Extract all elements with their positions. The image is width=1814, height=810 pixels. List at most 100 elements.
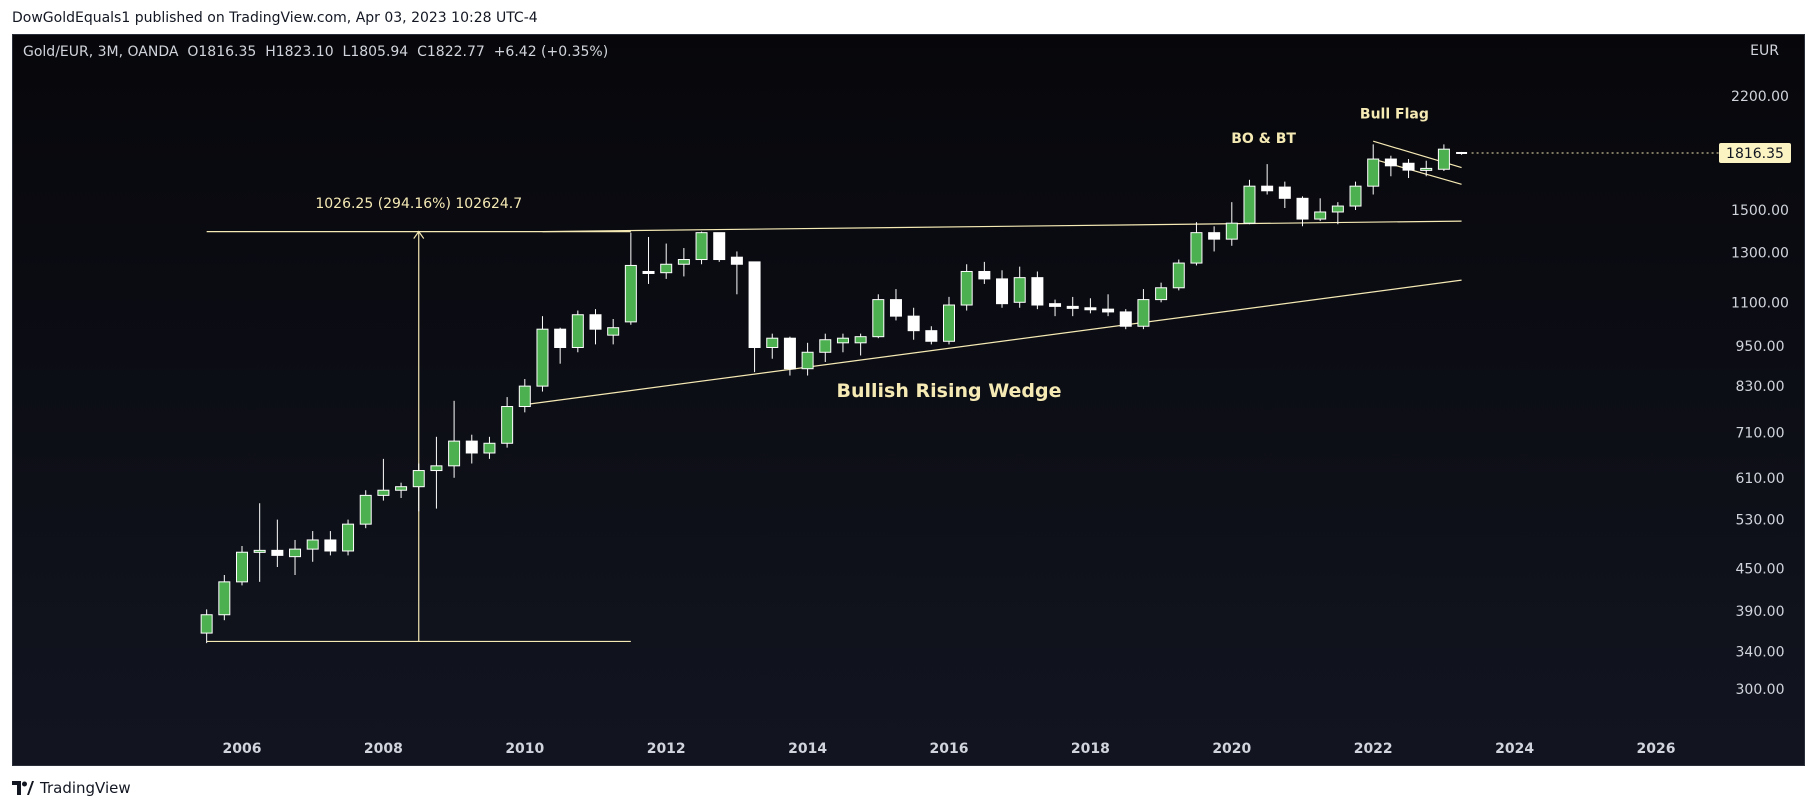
price-tag-box xyxy=(1719,143,1791,164)
candle xyxy=(1155,282,1168,303)
candle-body xyxy=(1137,299,1150,327)
candle xyxy=(907,307,920,340)
candle-body xyxy=(1155,287,1168,301)
candle xyxy=(1031,271,1044,310)
candle xyxy=(200,609,213,644)
candle-body xyxy=(713,232,726,261)
candle xyxy=(996,270,1009,308)
candle xyxy=(748,261,761,373)
candle xyxy=(1367,144,1380,195)
candle-body xyxy=(465,440,478,454)
y-tick-label: 300.00 xyxy=(1736,682,1785,698)
symbol-name: Gold/EUR, 3M, OANDA xyxy=(23,44,179,60)
candle-body xyxy=(289,548,302,558)
candle-body xyxy=(783,337,796,370)
candle-body xyxy=(271,549,284,556)
candle xyxy=(836,333,849,353)
price-axis: 2200.00 1500.00 1300.00 1100.00 950.00 830.00… xyxy=(1731,89,1789,698)
candle xyxy=(1225,202,1238,246)
candle-body xyxy=(1402,162,1415,171)
candle xyxy=(589,309,602,345)
candle xyxy=(1102,294,1115,317)
y-tick-label: 340.00 xyxy=(1736,645,1785,661)
candle xyxy=(642,236,655,284)
candle xyxy=(501,397,514,448)
candle-body xyxy=(200,614,213,634)
y-tick-label: 1100.00 xyxy=(1731,295,1789,311)
candle-body xyxy=(1208,232,1221,240)
annotations-layer: 1816.35 1026.25 (294.16%) 102624.7 Bull Fl… xyxy=(206,106,1791,643)
candle xyxy=(571,310,584,353)
candle-body xyxy=(218,581,231,616)
ohlc-close: C1822.77 xyxy=(417,44,485,60)
candle xyxy=(872,294,885,339)
ohlc-change: +6.42 (+0.35%) xyxy=(493,44,609,60)
candle-body xyxy=(677,259,690,265)
candle-body xyxy=(554,328,567,349)
candle-body xyxy=(836,337,849,344)
candle-body xyxy=(660,263,673,274)
price-chart[interactable]: 1816.35 1026.25 (294.16%) 102624.7 Bull Fl… xyxy=(13,35,1804,765)
candle-body xyxy=(1261,185,1274,192)
candle-body xyxy=(430,465,443,472)
candle xyxy=(1402,159,1415,179)
candle xyxy=(1437,144,1450,171)
candle-body xyxy=(448,440,461,467)
candle xyxy=(430,436,443,509)
candle-body xyxy=(1420,167,1433,171)
candle xyxy=(1278,181,1291,209)
candle-body xyxy=(1225,222,1238,240)
candle xyxy=(1349,181,1362,210)
candle xyxy=(819,333,832,363)
x-tick-label: 2020 xyxy=(1212,741,1251,757)
candle-body xyxy=(889,299,902,317)
candle-body xyxy=(589,314,602,330)
candle-body xyxy=(1278,186,1291,199)
candle-body xyxy=(766,337,779,349)
candle-body xyxy=(695,232,708,261)
candle xyxy=(324,531,337,556)
candle xyxy=(1261,164,1274,195)
candle-body xyxy=(943,304,955,342)
y-tick-label: 710.00 xyxy=(1736,426,1785,442)
candle xyxy=(1172,259,1185,291)
wedge-label: Bullish Rising Wedge xyxy=(837,380,1062,402)
candle xyxy=(1384,155,1397,177)
x-tick-label: 2022 xyxy=(1354,741,1393,757)
chart-panel[interactable]: Gold/EUR, 3M, OANDA O1816.35 H1823.10 L1… xyxy=(12,34,1805,766)
bo-bt-label: BO & BT xyxy=(1231,131,1296,147)
x-tick-label: 2008 xyxy=(364,741,403,757)
candle xyxy=(730,251,743,295)
candle xyxy=(1137,289,1150,330)
candle-body xyxy=(1049,303,1062,307)
candle-body xyxy=(1084,307,1097,311)
candle xyxy=(554,327,567,364)
candle xyxy=(1314,198,1327,222)
candle-body xyxy=(236,551,248,583)
y-tick-label: 950.00 xyxy=(1736,339,1785,355)
candle xyxy=(1066,296,1079,317)
candle xyxy=(236,546,248,586)
candle-body xyxy=(1013,277,1026,303)
candle xyxy=(960,264,973,311)
footer: TradingView xyxy=(12,779,131,797)
bull-flag-label: Bull Flag xyxy=(1360,106,1429,122)
candle-body xyxy=(253,549,266,553)
candle-body xyxy=(624,264,637,323)
candle xyxy=(978,261,991,284)
candle xyxy=(854,333,867,356)
candle xyxy=(1013,266,1026,308)
candle xyxy=(1420,160,1433,177)
x-tick-label: 2018 xyxy=(1071,741,1110,757)
candle xyxy=(783,336,796,376)
candle xyxy=(925,326,938,345)
time-axis: 2006 2008 2010 2012 2014 2016 2018 2020 2022 2024… xyxy=(223,741,1676,757)
ohlc-low: L1805.94 xyxy=(342,44,409,60)
candle xyxy=(1190,222,1203,266)
candle-body xyxy=(801,351,814,370)
candle-body xyxy=(1349,185,1362,207)
x-tick-label: 2016 xyxy=(930,741,969,757)
y-tick-label: 450.00 xyxy=(1736,561,1785,577)
candle-body xyxy=(518,385,531,408)
candle xyxy=(465,434,478,464)
